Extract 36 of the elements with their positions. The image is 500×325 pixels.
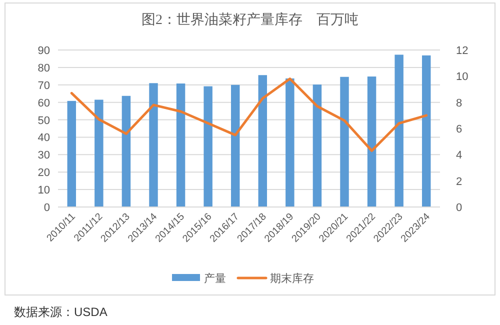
bar: [422, 55, 431, 207]
bar: [258, 75, 268, 207]
y2-tick-label: 0: [456, 202, 462, 214]
y2-tick-label: 2: [456, 176, 462, 188]
bar: [230, 84, 240, 207]
bar: [312, 84, 322, 207]
bar: [204, 86, 212, 207]
y-tick-label: 20: [38, 167, 50, 180]
y-tick-label: 50: [38, 114, 50, 127]
bar: [94, 100, 104, 207]
y-tick-label: 30: [38, 150, 50, 162]
bar: [67, 100, 76, 207]
y2-tick-label: 6: [456, 124, 462, 136]
y-tick-label: 0: [44, 202, 50, 214]
y2-tick-label: 12: [456, 45, 468, 57]
bar: [286, 78, 294, 207]
y-tick-label: 10: [38, 184, 50, 197]
y2-tick-label: 10: [456, 71, 468, 84]
chart-title: 图2：世界油菜籽产量库存 百万吨: [142, 12, 358, 28]
bar: [367, 76, 376, 207]
bar: [394, 54, 404, 207]
bar: [176, 83, 186, 207]
bar: [340, 76, 349, 207]
bar: [149, 83, 158, 207]
y2-tick-label: 8: [456, 97, 462, 110]
y-tick-label: 80: [38, 62, 50, 74]
bar: [122, 96, 131, 207]
source-note: 数据来源：USDA: [14, 305, 108, 319]
y-tick-label: 70: [38, 80, 50, 92]
line-series: [70, 78, 428, 152]
y2-tick-label: 4: [456, 150, 462, 162]
legend-label: 期末库存: [270, 272, 314, 285]
y-tick-label: 90: [38, 45, 50, 57]
y-tick-label: 60: [38, 97, 50, 110]
legend-label: 产量: [204, 272, 226, 285]
y-tick-label: 40: [38, 132, 50, 144]
